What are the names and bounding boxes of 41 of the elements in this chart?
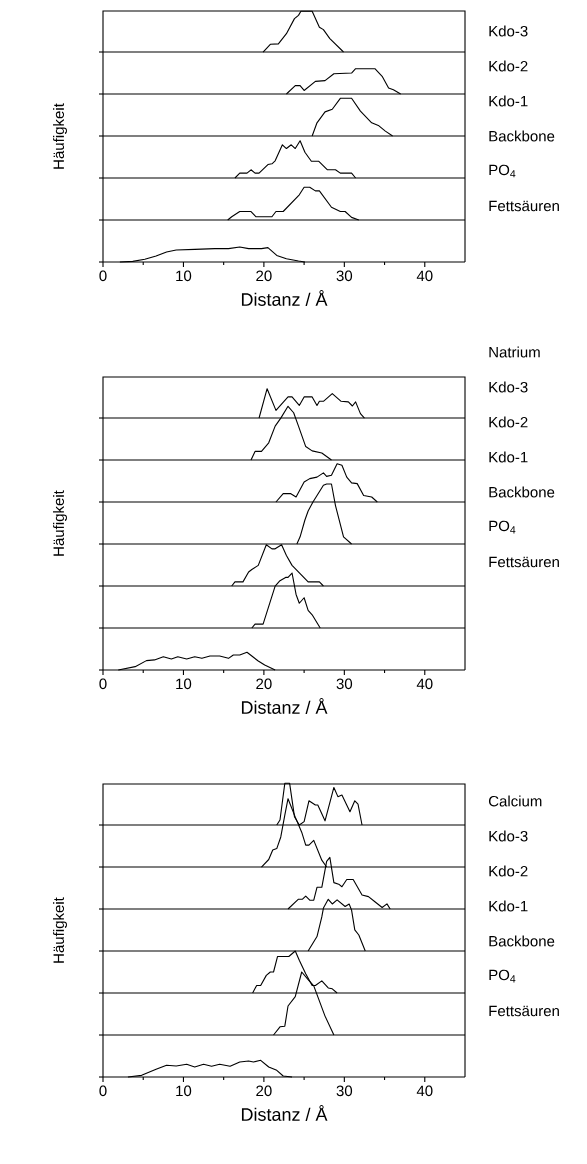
text: Backbone [489,130,555,142]
x-tick-label: 20 [256,270,272,282]
text: PO$_{4}$ [489,969,516,983]
text: Backbone [489,935,555,947]
text: Kdo-3 [489,830,528,842]
x-tick-label: 10 [176,678,192,690]
x-tick-label: 0 [99,270,107,282]
x-tick-label: 10 [176,270,192,282]
text: Calcium [488,795,542,807]
text: Fettsäuren [489,200,559,212]
text: Kdo-3 [489,25,528,37]
x-axis-title: Distanz / Å [241,698,328,714]
text: Kdo-1 [489,900,528,912]
x-tick-label: 40 [416,1085,433,1097]
x-axis-title: Distanz / Å [241,290,328,306]
text: Fettsäuren [489,1005,559,1017]
text: Backbone [489,486,555,498]
y-axis-title: Häufigkeit [53,897,67,963]
x-tick-label: 30 [336,678,353,690]
text: Kdo-2 [489,60,528,72]
text: Kdo-2 [489,416,528,428]
x-tick-label: 30 [336,270,353,282]
x-tick-label: 20 [256,678,272,690]
x-tick-label: 20 [256,1085,272,1097]
y-axis-title: Häufigkeit [53,490,67,556]
x-tick-label: 40 [416,270,433,282]
y-axis-title: Häufigkeit [53,103,67,169]
x-axis-title: Distanz / Å [241,1105,328,1121]
x-tick-label: 30 [336,1085,353,1097]
x-tick-label: 0 [99,1085,107,1097]
text: Natrium [489,346,540,358]
text: PO$_{4}$ [489,520,516,534]
x-tick-label: 40 [416,678,433,690]
text: Fettsäuren [489,556,559,568]
text: Kdo-2 [489,865,528,877]
text: PO$_{4}$ [489,164,516,178]
x-tick-label: 10 [176,1085,192,1097]
text: Kdo-1 [489,95,528,107]
text: Kdo-3 [489,381,528,393]
text: Kdo-1 [489,451,528,463]
x-tick-label: 0 [99,678,107,690]
